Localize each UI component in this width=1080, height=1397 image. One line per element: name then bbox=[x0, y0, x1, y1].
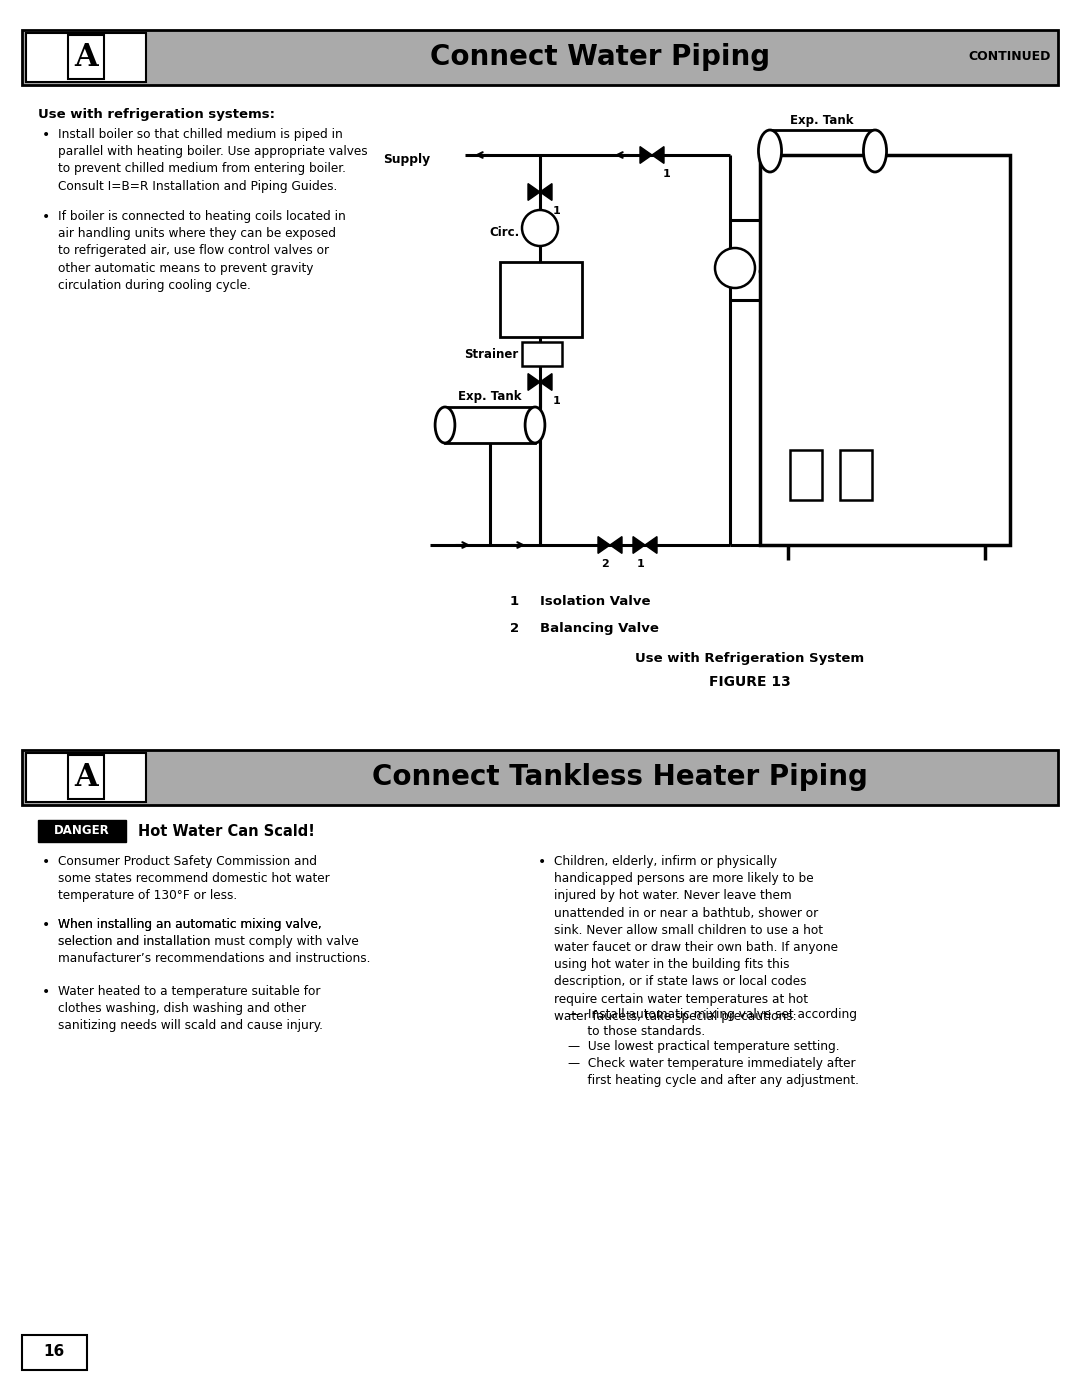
Bar bbox=[770, 130, 875, 172]
Text: Connect Tankless Heater Piping: Connect Tankless Heater Piping bbox=[373, 763, 868, 791]
Text: •: • bbox=[42, 855, 51, 869]
Polygon shape bbox=[640, 147, 664, 163]
Text: Install boiler so that chilled medium is piped in
parallel with heating boiler. : Install boiler so that chilled medium is… bbox=[58, 129, 367, 193]
Text: —  Use lowest practical temperature setting.: — Use lowest practical temperature setti… bbox=[568, 1039, 839, 1053]
Text: 1: 1 bbox=[637, 559, 645, 569]
Text: •: • bbox=[42, 129, 51, 142]
Polygon shape bbox=[633, 536, 657, 553]
Ellipse shape bbox=[758, 130, 782, 172]
Text: CONTINUED: CONTINUED bbox=[969, 50, 1051, 63]
Text: 16: 16 bbox=[43, 1344, 65, 1359]
Text: Supply: Supply bbox=[383, 154, 430, 166]
Text: Hot Water Can Scald!: Hot Water Can Scald! bbox=[138, 823, 315, 838]
Text: 1: 1 bbox=[553, 395, 561, 407]
Text: A: A bbox=[75, 42, 98, 73]
Polygon shape bbox=[528, 183, 552, 200]
Text: 1: 1 bbox=[553, 205, 561, 217]
Ellipse shape bbox=[715, 249, 755, 288]
Text: When installing an automatic mixing valve,
selection and installation: When installing an automatic mixing valv… bbox=[58, 918, 322, 949]
Bar bbox=[500, 263, 582, 337]
Text: Use with refrigeration systems:: Use with refrigeration systems: bbox=[38, 108, 275, 122]
Text: Balancing Valve: Balancing Valve bbox=[540, 622, 659, 636]
Text: Circ.: Circ. bbox=[489, 225, 519, 239]
Polygon shape bbox=[528, 373, 552, 390]
Text: Use with Refrigeration System: Use with Refrigeration System bbox=[635, 652, 865, 665]
Text: —  Install automatic mixing valve set according
     to those standards.: — Install automatic mixing valve set acc… bbox=[568, 1009, 858, 1038]
Text: Exp. Tank: Exp. Tank bbox=[791, 115, 854, 127]
Text: selection and installation ​​​​​​​​​​​​​​​​​​​​​​​​​comply with valve
manufactur: selection and installation ​​​​​​​​​​​​​… bbox=[58, 935, 370, 965]
Text: 1: 1 bbox=[663, 169, 671, 179]
Bar bbox=[760, 155, 1010, 545]
Polygon shape bbox=[598, 536, 622, 553]
Text: Circ.: Circ. bbox=[757, 267, 787, 279]
Text: —  Check water temperature immediately after
     first heating cycle and after : — Check water temperature immediately af… bbox=[568, 1058, 859, 1087]
Bar bbox=[789, 450, 822, 500]
Text: Strainer: Strainer bbox=[463, 348, 518, 360]
Bar bbox=[22, 1336, 87, 1370]
Text: •: • bbox=[42, 918, 51, 932]
Text: •: • bbox=[42, 985, 51, 999]
Ellipse shape bbox=[522, 210, 558, 246]
Text: When installing an automatic mixing valve,
selection and installation must compl: When installing an automatic mixing valv… bbox=[58, 918, 370, 965]
Ellipse shape bbox=[435, 407, 455, 443]
Bar bbox=[445, 407, 535, 443]
Text: If boiler is connected to heating coils located in
air handling units where they: If boiler is connected to heating coils … bbox=[58, 210, 346, 292]
Text: Connect Water Piping: Connect Water Piping bbox=[430, 43, 770, 71]
Text: •: • bbox=[538, 855, 546, 869]
Bar bbox=[840, 450, 872, 500]
Bar bbox=[26, 34, 146, 82]
Bar bbox=[26, 753, 146, 802]
Text: A: A bbox=[75, 761, 98, 792]
Ellipse shape bbox=[863, 130, 887, 172]
Text: 2: 2 bbox=[510, 622, 519, 636]
Text: FIGURE 13: FIGURE 13 bbox=[710, 675, 791, 689]
Text: Chiller: Chiller bbox=[518, 292, 564, 306]
Text: DANGER: DANGER bbox=[54, 824, 110, 837]
Text: 2: 2 bbox=[602, 559, 609, 569]
Text: Children, elderly, infirm or physically
handicapped persons are more likely to b: Children, elderly, infirm or physically … bbox=[554, 855, 838, 1023]
Text: Isolation Valve: Isolation Valve bbox=[540, 595, 650, 608]
Text: 1: 1 bbox=[510, 595, 519, 608]
Bar bbox=[38, 820, 126, 842]
Ellipse shape bbox=[525, 407, 545, 443]
Bar bbox=[22, 750, 1058, 805]
Bar bbox=[522, 342, 562, 366]
Bar bbox=[22, 29, 1058, 85]
Text: •: • bbox=[42, 210, 51, 224]
Text: Consumer Product Safety Commission and
some states recommend domestic hot water
: Consumer Product Safety Commission and s… bbox=[58, 855, 329, 902]
Text: Exp. Tank: Exp. Tank bbox=[458, 390, 522, 402]
Text: Water heated to a temperature suitable for
clothes washing, dish washing and oth: Water heated to a temperature suitable f… bbox=[58, 985, 323, 1032]
